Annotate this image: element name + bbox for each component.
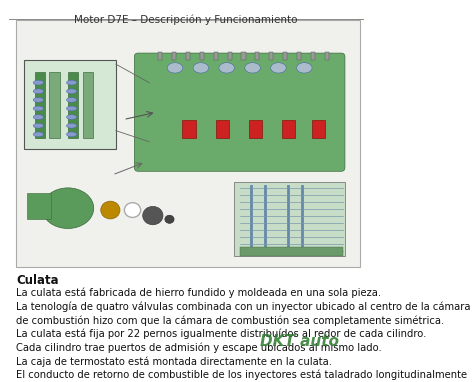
Ellipse shape	[66, 97, 77, 102]
Ellipse shape	[66, 106, 77, 111]
Bar	[216, 120, 229, 138]
Bar	[240, 247, 343, 256]
Ellipse shape	[167, 63, 183, 73]
Ellipse shape	[66, 89, 77, 94]
Bar	[255, 52, 259, 60]
Bar	[68, 71, 78, 138]
Ellipse shape	[271, 63, 286, 73]
Ellipse shape	[124, 203, 141, 217]
Bar	[228, 52, 232, 60]
Text: DKT auto: DKT auto	[260, 333, 339, 348]
Ellipse shape	[33, 80, 44, 85]
Ellipse shape	[33, 123, 44, 128]
Text: Culata: Culata	[16, 274, 59, 287]
Ellipse shape	[33, 97, 44, 102]
Text: La caja de termostato está montada directamente en la culata.: La caja de termostato está montada direc…	[16, 356, 332, 367]
Text: Cada cilindro trae puertos de admisión y escape ubicados al mismo lado.: Cada cilindro trae puertos de admisión y…	[16, 343, 382, 353]
Text: La tenología de quatro válvulas combinada con un inyector ubicado al centro de l: La tenología de quatro válvulas combinad…	[16, 302, 471, 312]
Ellipse shape	[245, 63, 260, 73]
Ellipse shape	[66, 132, 77, 137]
Ellipse shape	[101, 201, 120, 219]
Ellipse shape	[193, 63, 209, 73]
Ellipse shape	[143, 206, 163, 225]
Bar	[49, 71, 60, 138]
Text: Motor D7E – Descripción y Funcionamiento: Motor D7E – Descripción y Funcionamiento	[74, 14, 298, 25]
Bar	[282, 120, 295, 138]
Bar	[325, 52, 328, 60]
Ellipse shape	[66, 123, 77, 128]
Bar	[158, 52, 163, 60]
Ellipse shape	[33, 115, 44, 120]
Bar	[311, 52, 315, 60]
Bar	[269, 52, 273, 60]
Ellipse shape	[33, 106, 44, 111]
Bar	[297, 52, 301, 60]
Ellipse shape	[42, 188, 94, 228]
FancyBboxPatch shape	[234, 182, 345, 256]
Ellipse shape	[66, 80, 77, 85]
Text: La culata está fija por 22 pernos igualmente distribuídos al redor de cada cilin: La culata está fija por 22 pernos igualm…	[16, 329, 427, 340]
Ellipse shape	[219, 63, 235, 73]
Text: El conducto de retorno de combustible de los inyectores está taladrado longitudi: El conducto de retorno de combustible de…	[16, 370, 467, 380]
Ellipse shape	[66, 115, 77, 120]
Bar	[200, 52, 204, 60]
Bar	[35, 71, 45, 138]
Ellipse shape	[33, 89, 44, 94]
Text: de combustión hizo com que la cámara de combustión sea completamente simétrica.: de combustión hizo com que la cámara de …	[16, 315, 445, 326]
Bar	[249, 120, 262, 138]
FancyBboxPatch shape	[24, 60, 116, 149]
Ellipse shape	[33, 132, 44, 137]
Bar	[186, 52, 190, 60]
Bar	[27, 193, 51, 219]
Bar	[214, 52, 218, 60]
Ellipse shape	[165, 215, 174, 223]
Bar	[283, 52, 287, 60]
FancyBboxPatch shape	[16, 20, 360, 267]
Ellipse shape	[297, 63, 312, 73]
Bar	[82, 71, 93, 138]
Bar	[182, 120, 196, 138]
Text: La culata está fabricada de hierro fundido y moldeada en una sola pieza.: La culata está fabricada de hierro fundi…	[16, 288, 381, 298]
FancyBboxPatch shape	[134, 53, 345, 171]
Bar	[172, 52, 176, 60]
Bar	[312, 120, 325, 138]
Bar	[241, 52, 246, 60]
